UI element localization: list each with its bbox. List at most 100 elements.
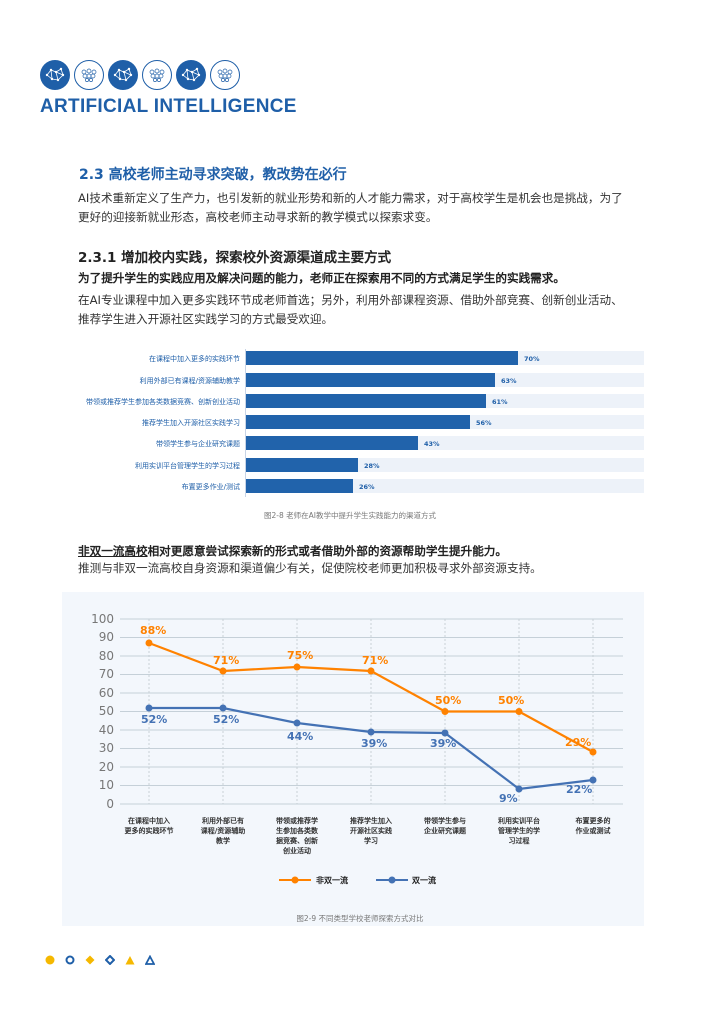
x-category-line: 创业活动 (283, 847, 311, 855)
outline-diamond-icon (105, 955, 115, 965)
y-tick: 80 (98, 649, 114, 663)
bar-fill (246, 436, 418, 450)
legend-label-non-double-first-class: 非双一流 (316, 876, 348, 885)
bar-label: 带领学生参与企业研究课题 (156, 440, 240, 448)
x-category-line: 在课程中加入 (128, 817, 170, 825)
data-label: 39% (361, 737, 388, 750)
x-category-line: 利用实训平台 (498, 817, 540, 825)
data-label: 39% (430, 737, 457, 750)
bar-fill (246, 458, 358, 472)
filled-circle-icon (45, 955, 55, 965)
bar-value: 26% (359, 483, 375, 491)
y-tick: 10 (98, 778, 114, 792)
data-label: 52% (141, 713, 168, 726)
intro-paragraph-line-1: AI技术重新定义了生产力，也引发新的就业形势和新的人才能力需求，对于高校学生是机… (78, 191, 623, 205)
section-title: 2.3 高校老师主动寻求突破，教改势在必行 (79, 167, 347, 183)
x-category: 带领或推荐学 生参加各类数 据竞赛、创新 创业活动 (262, 816, 332, 856)
data-label: 44% (287, 730, 314, 743)
bar-value: 56% (476, 419, 492, 427)
bar-chart-caption: 图2-8 老师在AI教学中提升学生实践能力的渠道方式 (264, 511, 436, 520)
neural-network-icon (40, 60, 70, 90)
y-tick: 60 (98, 686, 114, 700)
subsection-title: 2.3.1 增加校内实践，探索校外资源渠道成主要方式 (78, 250, 392, 266)
x-category: 推荐学生加入 开源社区实践 学习 (336, 816, 406, 846)
x-category-line: 带领学生参与 (424, 817, 466, 825)
x-category: 在课程中加入 更多的实践环节 (114, 816, 184, 836)
bar-chart-axis (245, 349, 246, 497)
intro-paragraph-line-2: 更好的迎接新就业形态，高校老师主动寻求新的教学模式以探索求变。 (78, 210, 438, 224)
ring-icon (65, 955, 75, 965)
data-label: 88% (140, 624, 167, 637)
brain-icon (74, 60, 104, 90)
brain-icon (142, 60, 172, 90)
x-category-line: 管理学生的学 (498, 827, 540, 835)
bar-value: 63% (501, 377, 517, 385)
y-tick: 20 (98, 760, 114, 774)
logo-row (40, 60, 240, 90)
bar-label: 利用外部已有课程/资源辅助教学 (139, 377, 240, 385)
x-category: 带领学生参与 企业研究课题 (410, 816, 480, 836)
finding-highlight: 非双一流高校 (78, 544, 148, 558)
finding-body: 推测与非双一流高校自身资源和渠道偏少有关，促使院校老师更加积极寻求外部资源支持。 (78, 561, 542, 575)
x-category-line: 据竞赛、创新 (276, 837, 318, 845)
x-category: 利用实训平台 管理学生的学 习过程 (484, 816, 554, 846)
data-label: 52% (213, 713, 240, 726)
data-label: 71% (362, 654, 389, 667)
y-tick: 70 (98, 667, 114, 681)
bar-label: 利用实训平台管理学生的学习过程 (135, 462, 240, 470)
data-label: 75% (287, 649, 314, 662)
bar-fill (246, 479, 353, 493)
x-category-line: 推荐学生加入 (350, 817, 392, 825)
outline-triangle-icon (145, 955, 155, 965)
x-category-line: 生参加各类数 (276, 827, 318, 835)
x-category-line: 利用外部已有 (202, 817, 244, 825)
brain-icon (210, 60, 240, 90)
bar-value: 61% (492, 398, 508, 406)
x-category-line: 开源社区实践 (350, 827, 392, 835)
subsection-lead: 为了提升学生的实践应用及解决问题的能力，老师正在探索用不同的方式满足学生的实践需… (78, 271, 565, 285)
bar-fill (246, 415, 470, 429)
y-tick: 50 (98, 704, 114, 718)
bar-label: 布置更多作业/测试 (181, 483, 240, 491)
data-label: 50% (435, 694, 462, 707)
bar-fill (246, 394, 486, 408)
x-category-line: 企业研究课题 (424, 827, 466, 835)
subsection-body-line-2: 推荐学生进入开源社区实践学习的方式最受欢迎。 (78, 312, 334, 326)
footer-decoration (45, 955, 155, 965)
bar-value: 28% (364, 462, 380, 470)
x-category-line: 学习 (364, 837, 378, 845)
bar-value: 70% (524, 355, 540, 363)
data-label: 29% (565, 736, 592, 749)
x-category-line: 带领或推荐学 (276, 817, 318, 825)
bar-fill (246, 373, 495, 387)
y-tick: 40 (98, 723, 114, 737)
x-category-line: 作业或测试 (575, 827, 611, 835)
y-tick: 90 (98, 630, 114, 644)
x-category: 布置更多的 作业或测试 (558, 816, 628, 836)
filled-diamond-icon (85, 955, 95, 965)
neural-network-icon (108, 60, 138, 90)
bar-fill (246, 351, 518, 365)
legend-orange-marker-icon (279, 876, 311, 884)
finding-lead: 非双一流高校相对更愿意尝试探索新的形式或者借助外部的资源帮助学生提升能力。 (78, 543, 507, 559)
x-category-line: 更多的实践环节 (124, 827, 174, 835)
x-category-line: 教学 (216, 837, 230, 845)
y-tick: 30 (98, 741, 114, 755)
y-tick: 100 (91, 612, 114, 626)
finding-lead-rest: 相对更愿意尝试探索新的形式或者借助外部的资源帮助学生提升能力。 (147, 544, 507, 558)
bar-label: 在课程中加入更多的实践环节 (149, 355, 240, 363)
subsection-body-line-1: 在AI专业课程中加入更多实践环节成老师首选；另外，利用外部课程资源、借助外部竞赛… (78, 293, 623, 307)
legend-blue-marker-icon (376, 876, 408, 884)
neural-network-icon (176, 60, 206, 90)
x-category-line: 课程/资源辅助 (200, 827, 246, 835)
data-label: 9% (499, 792, 518, 805)
data-label: 22% (566, 783, 593, 796)
x-category: 利用外部已有 课程/资源辅助 教学 (188, 816, 258, 846)
bar-value: 43% (424, 440, 440, 448)
bar-label: 推荐学生加入开源社区实践学习 (142, 419, 240, 427)
data-label: 71% (213, 654, 240, 667)
filled-triangle-icon (125, 956, 135, 965)
brand-title: ARTIFICIAL INTELLIGENCE (40, 96, 297, 117)
bar-label: 带领或推荐学生参加各类数据竞赛、创新创业活动 (86, 398, 240, 406)
